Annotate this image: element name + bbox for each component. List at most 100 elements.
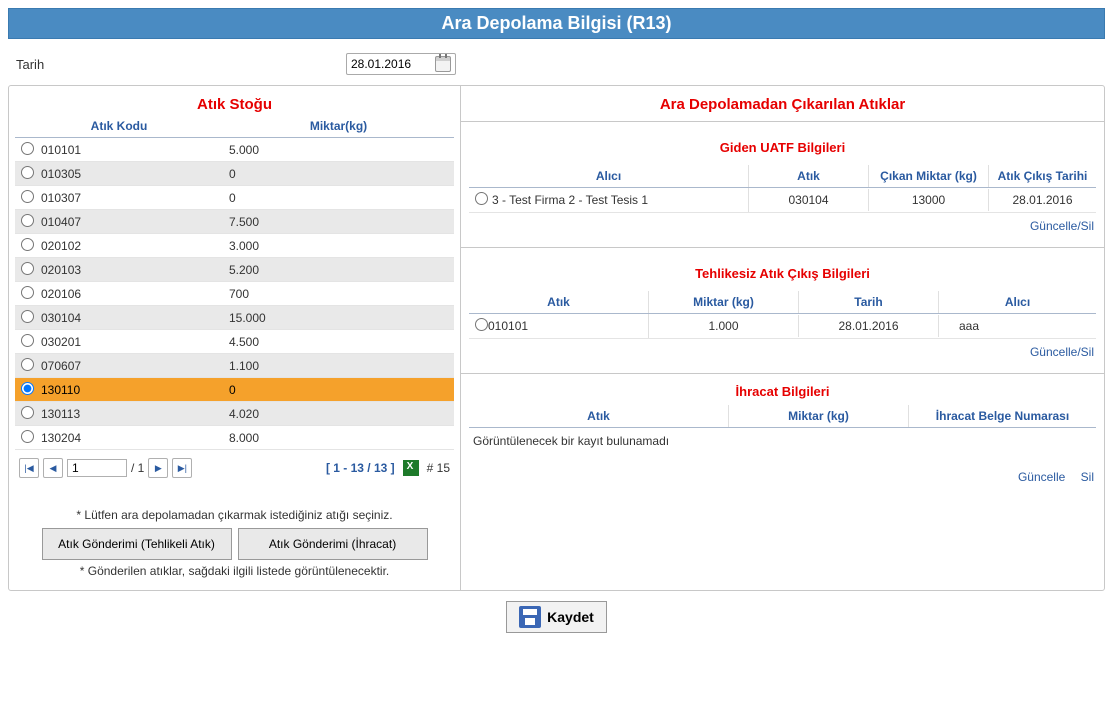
stock-row[interactable]: 1301134.020 [15, 402, 454, 426]
stock-row-radio[interactable] [15, 166, 39, 182]
stock-col-qty: Miktar(kg) [223, 115, 454, 137]
stock-row-code: 130204 [39, 431, 223, 445]
save-row: Kaydet [8, 601, 1105, 633]
right-title: Ara Depolamadan Çıkarılan Atıklar [461, 90, 1104, 115]
pager-total-pages: / 1 [131, 461, 144, 475]
date-row: Tarih [8, 39, 1105, 85]
uatf-title: Giden UATF Bilgileri [469, 126, 1096, 165]
uatf-edit-delete-link[interactable]: Güncelle/Sil [1030, 219, 1094, 233]
stock-row[interactable]: 1302048.000 [15, 426, 454, 450]
export-col-doc: İhracat Belge Numarası [909, 405, 1096, 427]
nonhaz-title: Tehlikesiz Atık Çıkış Bilgileri [469, 252, 1096, 291]
stock-row[interactable]: 0201035.200 [15, 258, 454, 282]
stock-row-code: 010101 [39, 143, 223, 157]
stock-header: Atık Kodu Miktar(kg) [15, 115, 454, 138]
nonhaz-edit-delete-link[interactable]: Güncelle/Sil [1030, 345, 1094, 359]
stock-row-radio[interactable] [15, 238, 39, 254]
uatf-col-out-qty: Çıkan Miktar (kg) [869, 165, 989, 187]
uatf-row-waste: 030104 [749, 189, 869, 211]
stock-row-radio[interactable] [15, 430, 39, 446]
stock-row-qty: 3.000 [223, 239, 454, 253]
stock-row-qty: 4.020 [223, 407, 454, 421]
stock-row-code: 020106 [39, 287, 223, 301]
date-input[interactable] [351, 57, 431, 71]
export-delete-link[interactable]: Sil [1081, 470, 1094, 484]
uatf-section: Giden UATF Bilgileri Alıcı Atık Çıkan Mi… [461, 121, 1104, 241]
stock-row[interactable]: 0101015.000 [15, 138, 454, 162]
stock-row-qty: 0 [223, 383, 454, 397]
stock-row-code: 130110 [39, 383, 223, 397]
send-buttons: Atık Gönderimi (Tehlikeli Atık) Atık Gön… [15, 528, 454, 560]
send-export-button[interactable]: Atık Gönderimi (İhracat) [238, 528, 428, 560]
stock-row-qty: 1.100 [223, 359, 454, 373]
calendar-icon[interactable] [435, 56, 451, 72]
stock-row-qty: 700 [223, 287, 454, 301]
stock-row-code: 020102 [39, 239, 223, 253]
stock-row-qty: 5.200 [223, 263, 454, 277]
pager-prev-icon[interactable]: ◀ [43, 458, 63, 478]
uatf-row: 3 - Test Firma 2 - Test Tesis 1 030104 1… [469, 188, 1096, 213]
save-label: Kaydet [547, 609, 594, 625]
save-disk-icon [519, 606, 541, 628]
uatf-col-waste: Atık [749, 165, 869, 187]
stock-row-code: 030201 [39, 335, 223, 349]
stock-row[interactable]: 0104077.500 [15, 210, 454, 234]
stock-row-code: 010407 [39, 215, 223, 229]
export-title: İhracat Bilgileri [469, 378, 1096, 405]
stock-col-code: Atık Kodu [15, 115, 223, 137]
stock-row[interactable]: 03010415.000 [15, 306, 454, 330]
stock-row-radio[interactable] [15, 406, 39, 422]
export-edit-link[interactable]: Güncelle [1018, 470, 1065, 484]
stock-row-radio[interactable] [15, 310, 39, 326]
stock-row-radio[interactable] [15, 286, 39, 302]
export-header: Atık Miktar (kg) İhracat Belge Numarası [469, 405, 1096, 428]
uatf-row-out-qty: 13000 [869, 189, 989, 211]
stock-row-qty: 4.500 [223, 335, 454, 349]
stock-note-2: * Gönderilen atıklar, sağdaki ilgili lis… [15, 564, 454, 578]
stock-row-code: 070607 [39, 359, 223, 373]
stock-row-qty: 5.000 [223, 143, 454, 157]
stock-row[interactable]: 1301100 [15, 378, 454, 402]
pager-first-icon[interactable]: |◀ [19, 458, 39, 478]
pager-page-input[interactable] [67, 459, 127, 477]
nonhaz-row-waste: 010101 [488, 319, 528, 333]
stock-row[interactable]: 0302014.500 [15, 330, 454, 354]
uatf-col-out-date: Atık Çıkış Tarihi [989, 165, 1096, 187]
uatf-col-recv: Alıcı [469, 165, 749, 187]
nonhaz-links: Güncelle/Sil [469, 339, 1096, 361]
stock-note: * Lütfen ara depolamadan çıkarmak istedi… [15, 508, 454, 522]
stock-row-qty: 0 [223, 167, 454, 181]
stock-row[interactable]: 0103070 [15, 186, 454, 210]
stock-row-radio[interactable] [15, 214, 39, 230]
stock-row-radio[interactable] [15, 262, 39, 278]
stock-row-radio[interactable] [15, 358, 39, 374]
nonhaz-header: Atık Miktar (kg) Tarih Alıcı [469, 291, 1096, 314]
stock-row[interactable]: 0201023.000 [15, 234, 454, 258]
pager-last-icon[interactable]: ▶| [172, 458, 192, 478]
nonhaz-col-date: Tarih [799, 291, 939, 313]
nonhaz-col-waste: Atık [469, 291, 649, 313]
export-links: Güncelle Sil [469, 454, 1096, 486]
uatf-row-radio[interactable] [475, 192, 488, 208]
send-hazardous-button[interactable]: Atık Gönderimi (Tehlikeli Atık) [42, 528, 232, 560]
save-button[interactable]: Kaydet [506, 601, 607, 633]
pager-next-icon[interactable]: ▶ [148, 458, 168, 478]
stock-row-radio[interactable] [15, 142, 39, 158]
excel-export-icon[interactable] [403, 460, 419, 476]
stock-row[interactable]: 0103050 [15, 162, 454, 186]
stock-row-code: 020103 [39, 263, 223, 277]
left-pane: Atık Stoğu Atık Kodu Miktar(kg) 0101015.… [9, 86, 461, 590]
stock-row-radio[interactable] [15, 382, 39, 398]
stock-row-radio[interactable] [15, 334, 39, 350]
stock-row-code: 030104 [39, 311, 223, 325]
nonhaz-row: 010101 1.000 28.01.2016 aaa [469, 314, 1096, 339]
nonhaz-row-radio[interactable] [475, 318, 488, 334]
stock-row-code: 010305 [39, 167, 223, 181]
stock-row[interactable]: 020106700 [15, 282, 454, 306]
stock-row-radio[interactable] [15, 190, 39, 206]
stock-table-body: 0101015.000010305001030700104077.5000201… [15, 138, 454, 450]
stock-row-qty: 7.500 [223, 215, 454, 229]
right-pane: Ara Depolamadan Çıkarılan Atıklar Giden … [461, 86, 1104, 590]
stock-row[interactable]: 0706071.100 [15, 354, 454, 378]
uatf-row-out-date: 28.01.2016 [989, 189, 1096, 211]
